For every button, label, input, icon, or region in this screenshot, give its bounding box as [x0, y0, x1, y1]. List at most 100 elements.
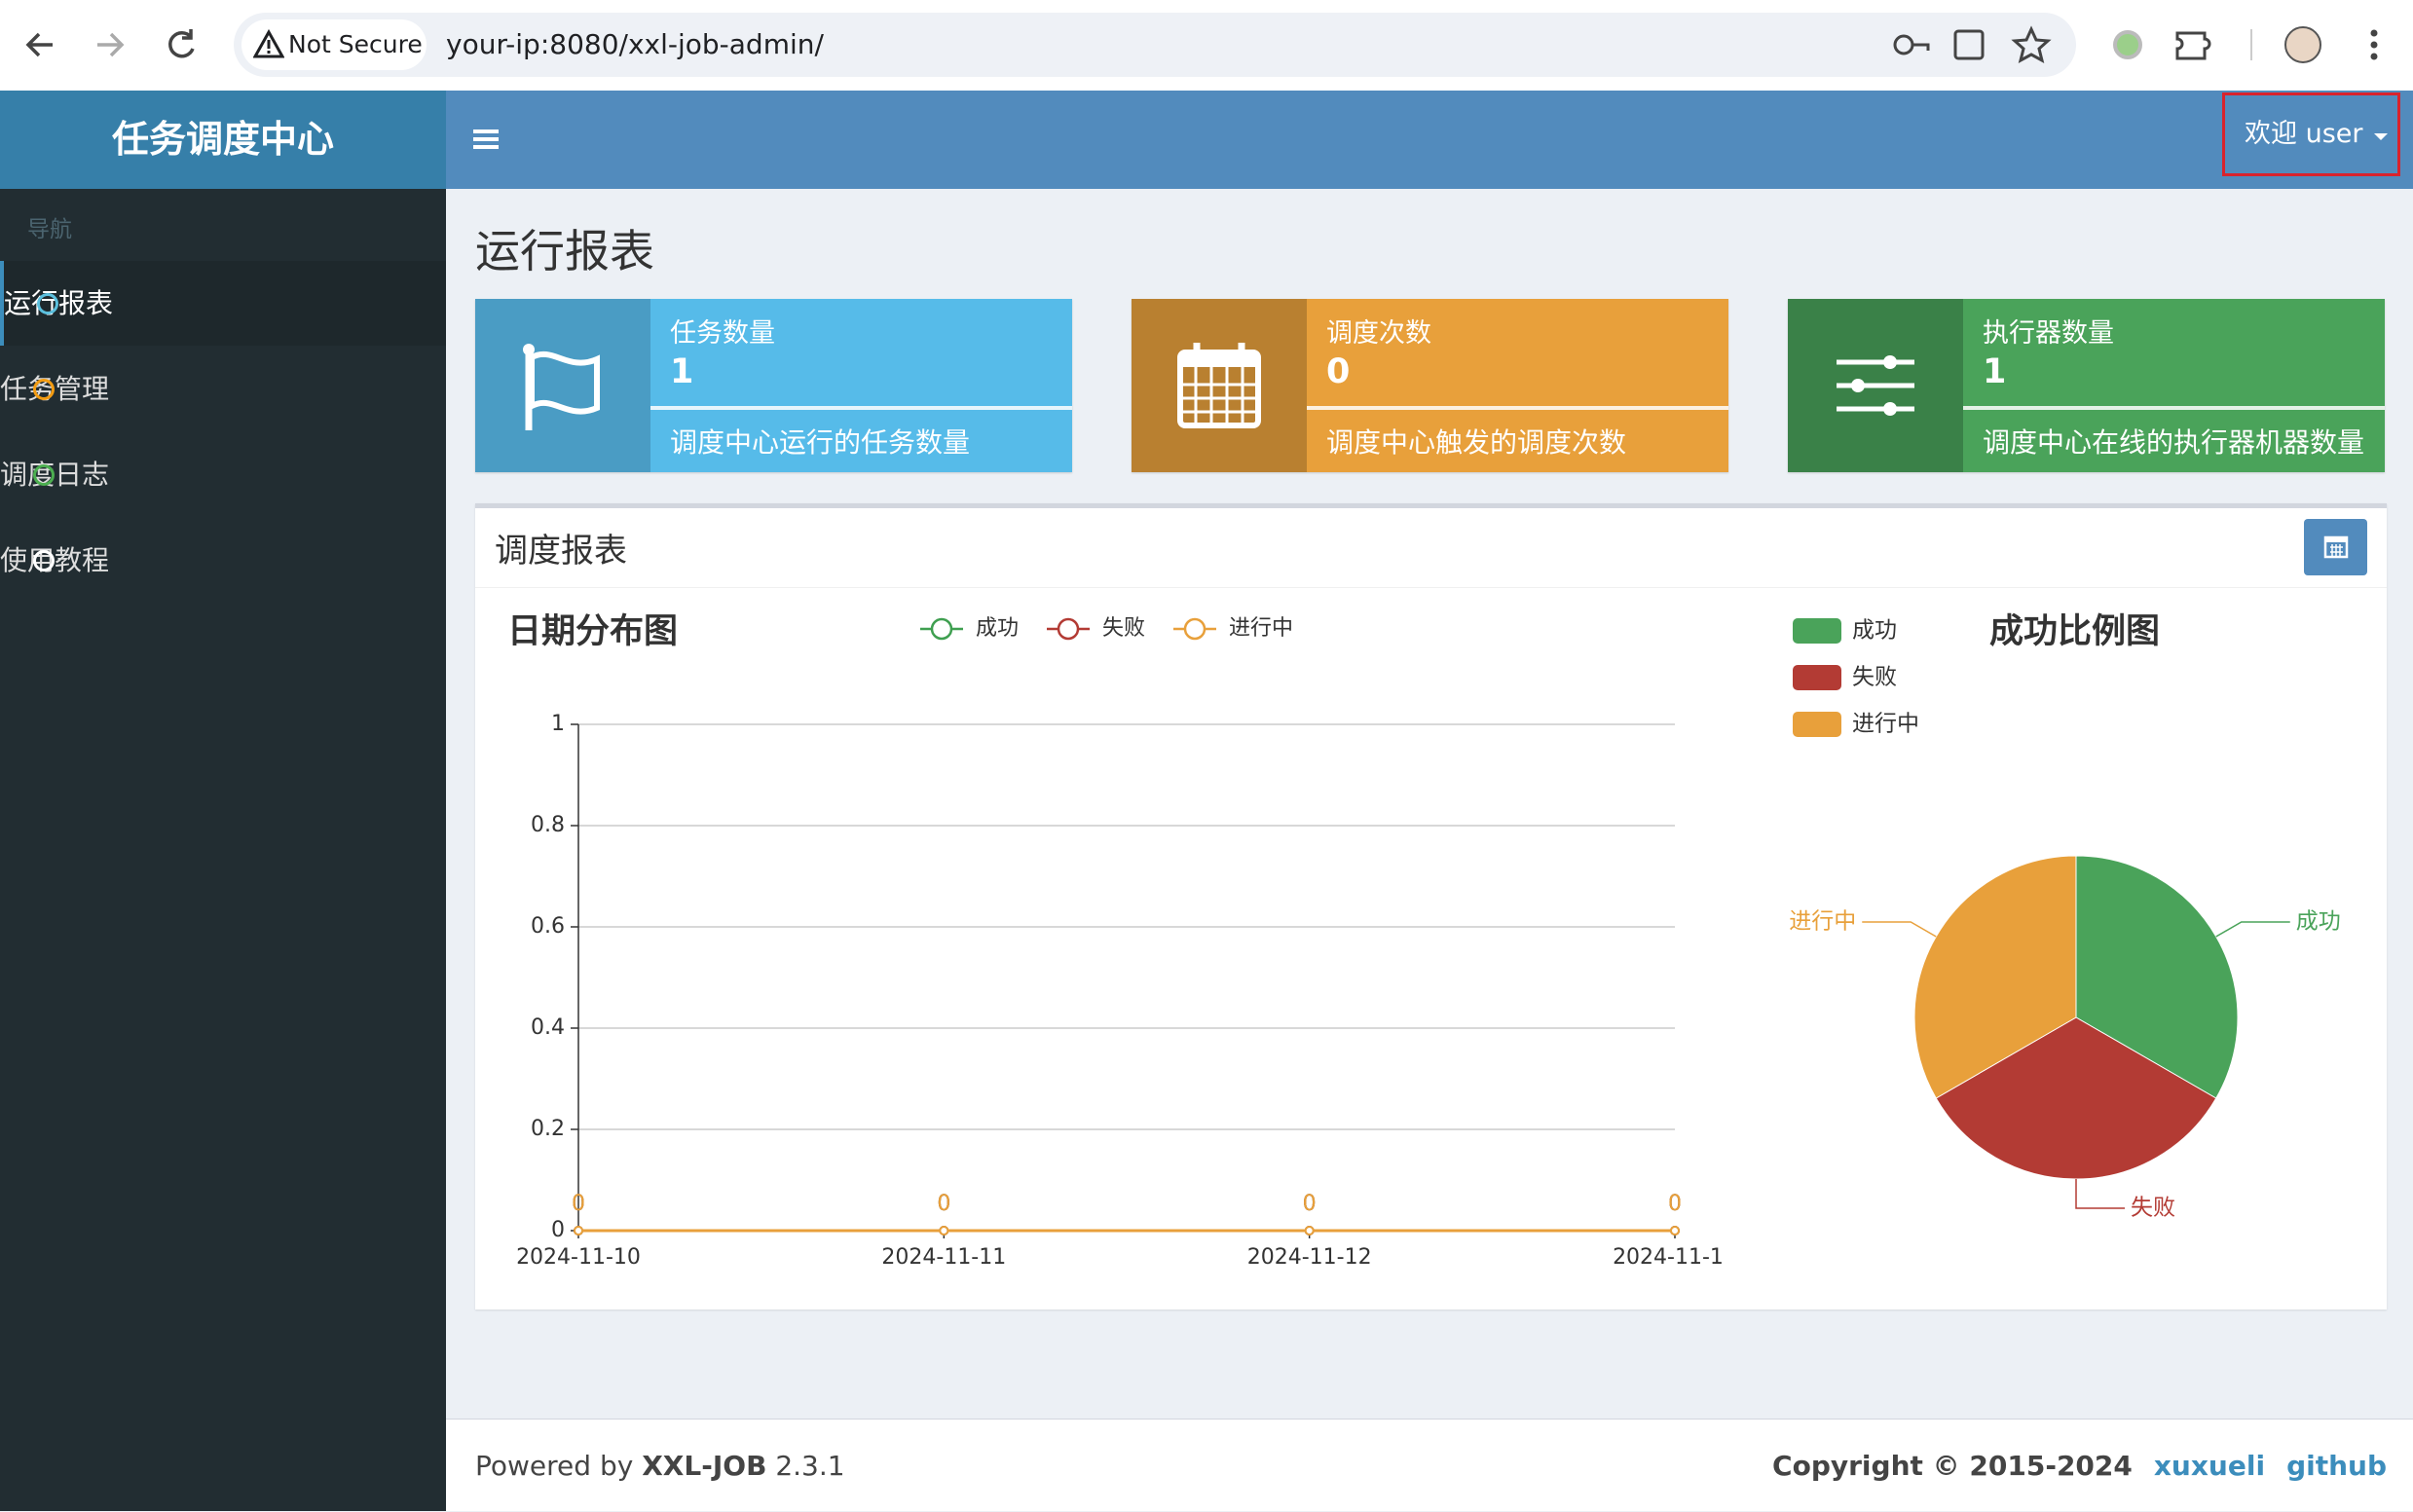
legend-label: 成功 — [1852, 618, 1897, 644]
leader-line — [2215, 921, 2290, 938]
footer: Powered by XXL-JOB 2.3.1 Copyright © 201… — [446, 1419, 2413, 1511]
data-label: 0 — [572, 1192, 585, 1216]
data-label: 0 — [1668, 1192, 1682, 1216]
powered-by: Powered by XXL-JOB 2.3.1 — [475, 1420, 845, 1512]
card-divider — [1307, 406, 1728, 410]
menu-label: 任务管理 — [0, 373, 110, 405]
profile-avatar[interactable] — [2284, 26, 2321, 63]
menu-label: 调度日志 — [0, 459, 110, 491]
menu-item[interactable]: 运行报表 — [0, 261, 446, 346]
point — [1304, 1226, 1315, 1235]
x-tick-label: 2024-11-12 — [1247, 1245, 1372, 1270]
sidebar-toggle[interactable] — [473, 126, 502, 155]
version: 2.3.1 — [775, 1450, 845, 1482]
card-divider — [1963, 406, 2385, 410]
data-label: 0 — [572, 1192, 585, 1216]
back-button[interactable] — [25, 32, 53, 57]
legend-swatch — [1793, 712, 1841, 737]
x-tick-label: 2024-11-13 — [1613, 1245, 1737, 1270]
card-icon-area — [1788, 299, 1963, 472]
user-menu[interactable]: 欢迎 user — [2222, 92, 2400, 176]
warning-icon — [253, 29, 284, 58]
menu-item[interactable]: 使用教程 — [0, 518, 446, 603]
legend-swatch — [1793, 618, 1841, 644]
legend-label: 失败 — [1852, 665, 1897, 690]
data-label: 0 — [1303, 1192, 1317, 1216]
url[interactable]: your-ip:8080/xxl-job-admin/ — [446, 28, 824, 60]
data-label: 0 — [1668, 1192, 1682, 1216]
slice-label: 成功 — [2296, 909, 2341, 935]
pie-slice — [1913, 855, 2077, 1099]
legend-label: 进行中 — [1852, 712, 1919, 737]
card-value: 1 — [670, 352, 694, 391]
reload-button[interactable] — [168, 29, 195, 58]
chart-title: 成功比例图 — [1989, 612, 2160, 651]
x-tick-label: 2024-11-10 — [516, 1245, 641, 1270]
point — [1670, 1226, 1680, 1235]
leader-line — [2075, 1179, 2125, 1209]
leader-line — [1862, 921, 1937, 938]
y-tick-label: 0 — [551, 1218, 565, 1242]
card-icon — [523, 344, 600, 430]
menu-item[interactable]: 任务管理 — [0, 347, 446, 431]
pie-slice — [2075, 855, 2239, 1099]
y-tick-label: 1 — [551, 712, 565, 736]
legend-label: 进行中 — [1229, 616, 1293, 641]
sidebar-section: 导航 — [27, 217, 72, 242]
menu-button[interactable] — [2370, 29, 2378, 60]
extensions-button[interactable] — [2175, 31, 2211, 60]
info-card: 执行器数量 1 调度中心在线的执行器机器数量 — [1788, 299, 2385, 472]
y-tick-label: 0.2 — [531, 1117, 565, 1141]
data-label: 0 — [572, 1192, 585, 1216]
data-label: 0 — [937, 1192, 950, 1216]
date-filter-button[interactable] — [2304, 519, 2367, 575]
menu-dot — [33, 464, 55, 486]
sidebar — [0, 189, 446, 1511]
card-description: 调度中心触发的调度次数 — [1326, 426, 1627, 459]
key-icon[interactable] — [1893, 34, 1914, 55]
card-title: 执行器数量 — [1983, 318, 2114, 349]
info-card: 调度次数 0 调度中心触发的调度次数 — [1132, 299, 1728, 472]
card-title: 调度次数 — [1326, 318, 1431, 349]
legend-swatch — [1793, 665, 1841, 690]
logo[interactable]: 任务调度中心 — [0, 91, 446, 189]
data-label: 0 — [1303, 1192, 1317, 1216]
toolbar-icons — [1893, 25, 2378, 63]
data-label: 0 — [937, 1192, 950, 1216]
slice-label: 失败 — [2131, 1196, 2175, 1221]
security-chip[interactable]: Not Secure — [241, 19, 427, 70]
translate-icon[interactable] — [1953, 29, 1985, 60]
legend-marker — [930, 617, 953, 641]
x-tick-label: 2024-11-11 — [881, 1245, 1006, 1270]
author-link[interactable]: xuxueli — [2153, 1450, 2266, 1482]
card-icon — [1177, 343, 1261, 428]
legend-marker — [1183, 617, 1206, 641]
card-description: 调度中心运行的任务数量 — [670, 426, 971, 459]
copyright: Copyright © 2015-2024 — [1772, 1450, 2133, 1482]
copyright-area: Copyright © 2015-2024 xuxueli github — [1772, 1420, 2387, 1512]
menu-dot — [33, 550, 55, 572]
legend-marker — [1057, 617, 1080, 641]
card-icon-area — [475, 299, 650, 472]
bookmark-star[interactable] — [2011, 25, 2052, 63]
card-icon — [1837, 355, 1914, 416]
slice-label: 进行中 — [1789, 909, 1856, 935]
menu-label: 运行报表 — [4, 287, 114, 319]
caret — [2374, 133, 2389, 140]
address-bar[interactable] — [234, 13, 2076, 77]
top-bar — [446, 91, 2413, 189]
github-link[interactable]: github — [2286, 1450, 2387, 1482]
calendar-icon — [2323, 535, 2349, 559]
user-label: 欢迎 user — [2245, 119, 2363, 149]
extension-icon[interactable] — [2113, 30, 2142, 59]
menu-label: 使用教程 — [0, 544, 110, 576]
card-description: 调度中心在线的执行器机器数量 — [1983, 426, 2365, 459]
report-box-header — [475, 508, 2387, 588]
menu-item[interactable]: 调度日志 — [0, 432, 446, 517]
card-value: 0 — [1326, 352, 1351, 391]
forward-button[interactable] — [97, 32, 125, 57]
y-tick-label: 0.8 — [531, 813, 565, 837]
info-card: 任务数量 1 调度中心运行的任务数量 — [475, 299, 1072, 472]
